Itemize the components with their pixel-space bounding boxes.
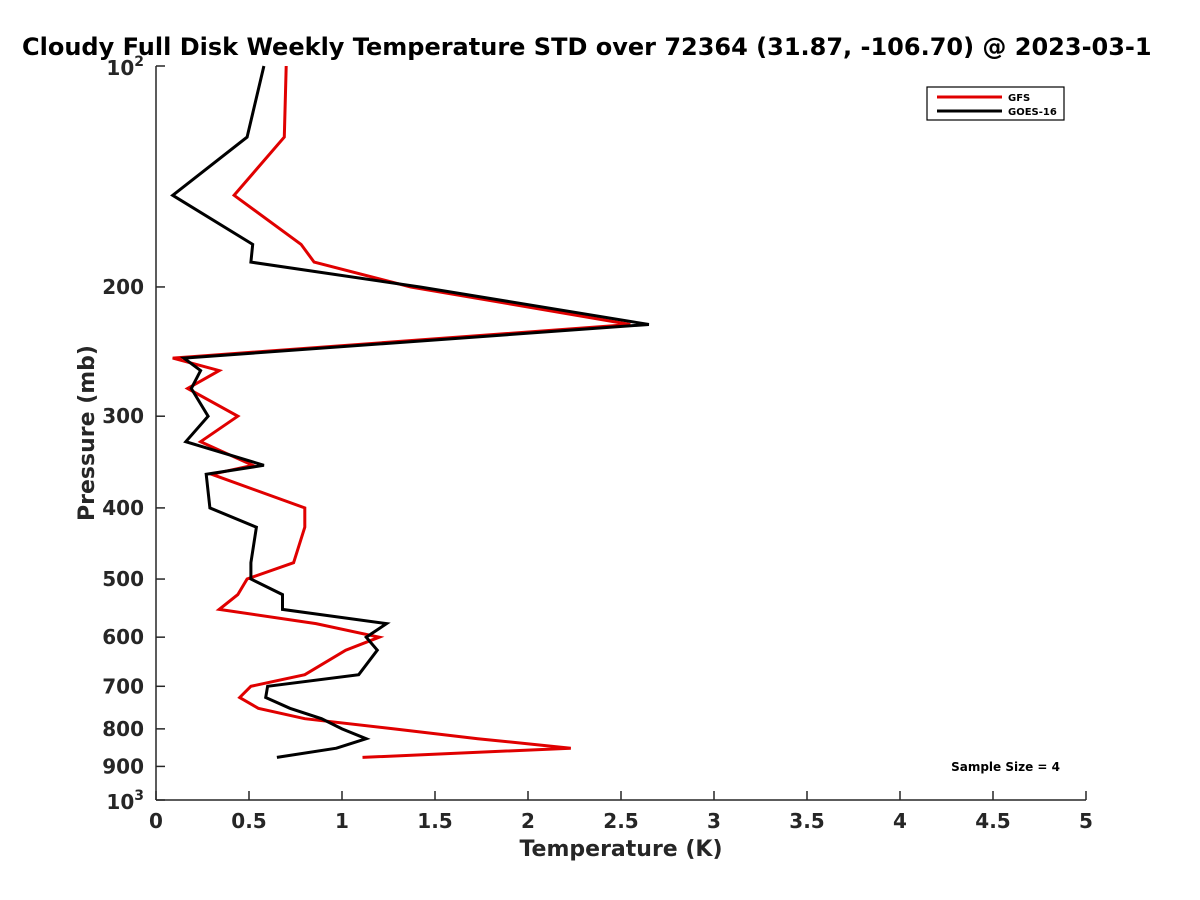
x-axis-ticks: 0 0.5 1 1.5 2 2.5 3 3.5 4 4.5 5 — [149, 791, 1093, 833]
y-tick-label: 800 — [102, 717, 144, 741]
y-tick-label: 600 — [102, 625, 144, 649]
y-tick-label: 700 — [102, 674, 144, 698]
y-tick-label: 102 — [106, 54, 144, 80]
chart-legend: GFS GOES-16 — [926, 86, 1065, 121]
legend-box — [926, 86, 1065, 121]
x-tick-label: 3.5 — [789, 809, 824, 833]
x-tick-label: 4.5 — [975, 809, 1010, 833]
x-tick-label: 0.5 — [231, 809, 266, 833]
y-tick-label: 103 — [106, 788, 144, 814]
y-tick-label: 400 — [102, 496, 144, 520]
series-line-goes-16 — [170, 65, 650, 759]
x-tick-label: 4 — [893, 809, 907, 833]
chart-title: Cloudy Full Disk Weekly Temperature STD … — [22, 33, 1152, 61]
x-tick-label: 2 — [521, 809, 535, 833]
x-tick-label: 1 — [335, 809, 349, 833]
x-tick-label: 3 — [707, 809, 721, 833]
y-tick-label: 300 — [102, 404, 144, 428]
y-tick-label: 500 — [102, 567, 144, 591]
sample-size-annotation: Sample Size = 4 — [951, 760, 1060, 774]
y-tick-label: 900 — [102, 754, 144, 778]
y-axis-label: Pressure (mb) — [75, 345, 100, 521]
legend-label: GOES-16 — [1008, 107, 1057, 118]
x-tick-label: 5 — [1079, 809, 1093, 833]
y-axis-ticks: 200 300 400 500 600 700 800 900 102 103 — [102, 54, 165, 814]
plot-series-group — [170, 65, 650, 759]
legend-label: GFS — [1008, 93, 1030, 104]
x-tick-label: 0 — [149, 809, 163, 833]
x-axis-label: Temperature (K) — [519, 837, 722, 862]
series-line-gfs — [172, 65, 631, 759]
y-tick-label: 200 — [102, 275, 144, 299]
x-tick-label: 1.5 — [417, 809, 452, 833]
x-tick-label: 2.5 — [603, 809, 638, 833]
